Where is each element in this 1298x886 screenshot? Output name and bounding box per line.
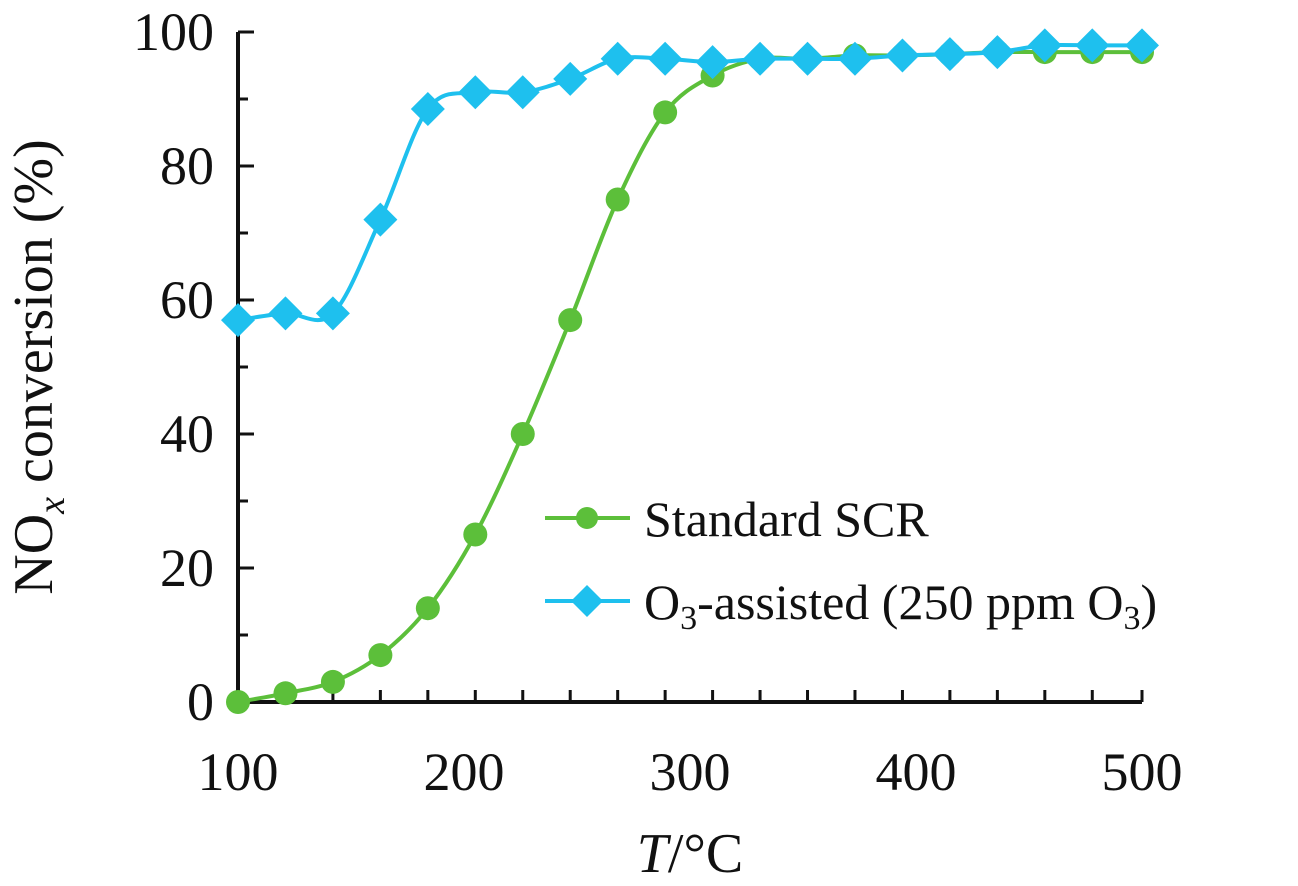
legend-label-o3-assisted: O3-assisted (250 ppm O3) bbox=[644, 574, 1157, 637]
legend-label-standard-scr: Standard SCR bbox=[644, 491, 929, 547]
data-point-o3-assisted bbox=[553, 61, 588, 96]
x-tick-label: 200 bbox=[424, 742, 505, 802]
x-tick-label: 500 bbox=[1102, 742, 1183, 802]
series-layer bbox=[221, 28, 1159, 714]
data-point-o3-assisted bbox=[1125, 28, 1159, 63]
x-tick-label: 100 bbox=[198, 742, 279, 802]
data-point-o3-assisted bbox=[980, 35, 1015, 70]
y-tick-label: 0 bbox=[187, 672, 214, 732]
data-point-o3-assisted bbox=[363, 202, 398, 237]
data-point-o3-assisted bbox=[268, 296, 303, 331]
data-point-o3-assisted bbox=[885, 38, 920, 73]
data-point-standard-scr bbox=[320, 669, 345, 694]
data-point-o3-assisted bbox=[837, 41, 872, 76]
data-point-o3-assisted bbox=[648, 41, 683, 76]
data-point-o3-assisted bbox=[410, 92, 445, 127]
axes: 0 20 40 60 80 100 100 200 300 400 500 bbox=[133, 2, 1183, 802]
x-tick-label: 300 bbox=[650, 742, 731, 802]
legend-marker-o3-assisted bbox=[571, 585, 603, 617]
data-point-o3-assisted bbox=[743, 41, 778, 76]
legend: Standard SCR O3-assisted (250 ppm O3) bbox=[545, 491, 1157, 637]
data-point-standard-scr bbox=[368, 643, 393, 668]
y-tick-label: 20 bbox=[160, 538, 214, 598]
data-point-o3-assisted bbox=[458, 75, 493, 110]
data-point-o3-assisted bbox=[790, 41, 825, 76]
y-tick-label: 40 bbox=[160, 404, 214, 464]
data-point-standard-scr bbox=[415, 596, 440, 621]
data-point-standard-scr bbox=[653, 100, 678, 125]
y-tick-label: 80 bbox=[160, 136, 214, 196]
series-line-o3-assisted bbox=[237, 42, 1142, 323]
data-point-o3-assisted bbox=[695, 45, 730, 80]
data-point-o3-assisted bbox=[1027, 28, 1062, 63]
data-point-o3-assisted bbox=[600, 41, 635, 76]
data-point-o3-assisted bbox=[221, 303, 255, 338]
y-tick-label: 100 bbox=[133, 2, 214, 62]
data-point-o3-assisted bbox=[1075, 28, 1110, 63]
data-point-o3-assisted bbox=[315, 296, 350, 331]
data-point-standard-scr bbox=[605, 187, 630, 212]
y-axis-label: NOx conversion (%) bbox=[3, 139, 73, 594]
legend-marker-standard-scr bbox=[576, 507, 598, 529]
data-point-standard-scr bbox=[463, 522, 488, 547]
x-tick-label: 400 bbox=[876, 742, 957, 802]
data-point-o3-assisted bbox=[505, 75, 540, 110]
data-point-o3-assisted bbox=[932, 37, 967, 72]
data-point-standard-scr bbox=[273, 681, 298, 706]
data-point-standard-scr bbox=[510, 422, 535, 446]
x-axis-label: T/°C bbox=[637, 823, 743, 885]
data-point-standard-scr bbox=[558, 308, 583, 333]
y-tick-label: 60 bbox=[160, 270, 214, 330]
data-point-standard-scr bbox=[226, 690, 250, 714]
